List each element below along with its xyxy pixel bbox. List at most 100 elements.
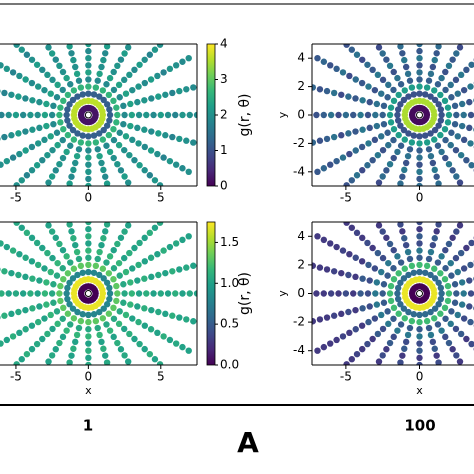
point	[85, 55, 92, 62]
point	[66, 44, 73, 50]
point	[156, 44, 164, 48]
point	[416, 62, 423, 69]
x-tick-label: 5	[157, 191, 165, 205]
point	[345, 93, 352, 100]
point	[92, 113, 99, 121]
point	[345, 130, 352, 137]
point	[406, 77, 414, 84]
point	[57, 9, 63, 15]
point	[85, 398, 91, 404]
point	[464, 32, 470, 38]
point	[131, 244, 138, 252]
point	[423, 292, 430, 299]
point	[431, 315, 438, 322]
point	[179, 111, 186, 119]
point	[130, 185, 134, 186]
point	[113, 215, 119, 221]
point	[416, 47, 423, 55]
point	[135, 261, 142, 269]
point	[132, 371, 138, 377]
point	[449, 234, 456, 241]
point	[85, 247, 92, 254]
point	[431, 275, 439, 282]
point	[423, 113, 430, 121]
point	[85, 261, 92, 269]
point	[183, 264, 190, 271]
point	[103, 122, 111, 129]
point	[401, 136, 408, 143]
point	[148, 273, 155, 281]
point	[143, 13, 149, 19]
point	[416, 398, 422, 404]
point	[72, 159, 79, 167]
point	[134, 124, 141, 132]
point	[106, 106, 113, 113]
point	[468, 26, 474, 32]
point	[111, 387, 117, 393]
point	[379, 111, 386, 119]
point	[148, 306, 155, 314]
point	[364, 239, 371, 247]
point	[106, 117, 113, 124]
point	[466, 98, 473, 106]
point	[416, 34, 422, 40]
point	[110, 201, 116, 207]
point	[400, 275, 408, 282]
point	[438, 327, 445, 334]
point	[48, 290, 56, 297]
point	[393, 30, 399, 36]
point	[102, 352, 109, 359]
colorbar-tick-label: 0.5	[220, 317, 239, 331]
point	[346, 72, 353, 80]
point	[155, 130, 162, 137]
point	[320, 343, 328, 351]
x-tick-label: -5	[340, 370, 352, 384]
point	[41, 265, 48, 272]
point	[386, 111, 394, 119]
point	[437, 106, 445, 113]
point	[129, 265, 136, 272]
point	[100, 275, 107, 282]
point	[444, 297, 452, 305]
point	[70, 265, 78, 272]
point	[335, 111, 342, 119]
point	[110, 68, 117, 76]
point	[131, 66, 138, 74]
point	[73, 248, 81, 256]
point	[447, 81, 454, 89]
point	[404, 70, 412, 78]
point	[85, 12, 91, 18]
point	[148, 95, 155, 102]
point	[401, 235, 408, 242]
point	[176, 314, 183, 321]
point	[357, 290, 364, 297]
point	[147, 254, 155, 261]
point	[85, 326, 92, 333]
point	[380, 120, 388, 128]
point	[190, 318, 197, 325]
point	[136, 26, 142, 32]
point	[70, 345, 77, 352]
point	[66, 279, 73, 286]
point	[8, 269, 15, 277]
point	[384, 308, 391, 315]
point	[437, 131, 444, 139]
origin-marker	[416, 290, 424, 297]
point	[374, 249, 382, 257]
point	[416, 326, 423, 333]
point	[357, 13, 363, 19]
point	[43, 185, 47, 186]
point	[52, 56, 59, 63]
point	[361, 383, 367, 389]
point	[15, 93, 22, 100]
point	[22, 326, 29, 333]
point	[408, 84, 416, 91]
point	[451, 120, 459, 128]
point	[458, 100, 466, 108]
point	[28, 143, 36, 151]
point	[3, 209, 9, 215]
point	[416, 161, 423, 168]
point	[103, 180, 111, 186]
point	[106, 148, 114, 156]
point	[132, 32, 138, 38]
